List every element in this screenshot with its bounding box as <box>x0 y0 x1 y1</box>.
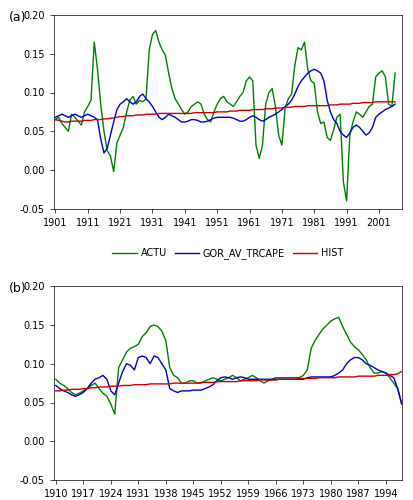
ACTU <box>288 91 293 97</box>
GOR_AV_TRCAPE <box>353 122 358 128</box>
GOR_AV_TRCAPE <box>62 113 67 119</box>
Line: HIST: HIST <box>55 102 394 122</box>
HIST <box>256 106 261 112</box>
GOR_AV_TRCAPE <box>256 116 261 122</box>
HIST <box>96 384 101 390</box>
Text: (a): (a) <box>9 11 26 24</box>
GOR_AV_TRCAPE <box>88 380 93 386</box>
HIST <box>359 373 364 379</box>
ACTU <box>367 364 372 370</box>
ACTU <box>190 378 195 384</box>
GOR_AV_TRCAPE <box>96 374 101 380</box>
ACTU <box>335 314 340 320</box>
HIST <box>53 116 58 122</box>
ACTU <box>343 198 348 204</box>
ACTU <box>233 374 238 380</box>
GOR_AV_TRCAPE <box>190 387 195 393</box>
HIST <box>124 382 129 388</box>
ACTU <box>53 116 58 122</box>
GOR_AV_TRCAPE <box>398 401 403 407</box>
GOR_AV_TRCAPE <box>53 114 58 120</box>
GOR_AV_TRCAPE <box>288 97 293 103</box>
HIST <box>350 100 355 106</box>
HIST <box>398 368 403 374</box>
ACTU <box>88 382 93 388</box>
HIST <box>288 104 293 110</box>
GOR_AV_TRCAPE <box>311 66 316 72</box>
Line: ACTU: ACTU <box>55 30 394 201</box>
HIST <box>88 385 93 391</box>
HIST <box>230 378 235 384</box>
GOR_AV_TRCAPE <box>275 109 280 115</box>
ACTU <box>253 142 258 148</box>
ACTU <box>398 400 403 406</box>
GOR_AV_TRCAPE <box>53 382 58 388</box>
ACTU <box>128 345 133 351</box>
ACTU <box>275 132 280 138</box>
GOR_AV_TRCAPE <box>363 361 368 367</box>
ACTU <box>112 411 117 417</box>
ACTU <box>96 386 101 392</box>
GOR_AV_TRCAPE <box>233 374 238 380</box>
GOR_AV_TRCAPE <box>392 101 396 107</box>
HIST <box>53 388 58 394</box>
Text: (b): (b) <box>9 282 26 296</box>
HIST <box>66 119 71 125</box>
HIST <box>253 106 258 112</box>
GOR_AV_TRCAPE <box>101 150 106 156</box>
ACTU <box>256 156 261 162</box>
Line: HIST: HIST <box>56 372 401 391</box>
ACTU <box>62 124 67 130</box>
HIST <box>372 99 377 105</box>
Line: GOR_AV_TRCAPE: GOR_AV_TRCAPE <box>56 356 401 404</box>
HIST <box>186 380 191 386</box>
ACTU <box>353 109 358 115</box>
ACTU <box>392 70 396 76</box>
Line: GOR_AV_TRCAPE: GOR_AV_TRCAPE <box>55 69 394 153</box>
HIST <box>62 119 67 125</box>
GOR_AV_TRCAPE <box>253 114 258 120</box>
GOR_AV_TRCAPE <box>124 361 129 367</box>
Legend: ACTU, GOR_AV_TRCAPE, HIST: ACTU, GOR_AV_TRCAPE, HIST <box>108 244 346 264</box>
GOR_AV_TRCAPE <box>140 353 145 359</box>
ACTU <box>53 376 58 382</box>
HIST <box>275 105 280 111</box>
HIST <box>392 99 396 105</box>
ACTU <box>153 28 158 34</box>
Line: ACTU: ACTU <box>56 318 401 414</box>
